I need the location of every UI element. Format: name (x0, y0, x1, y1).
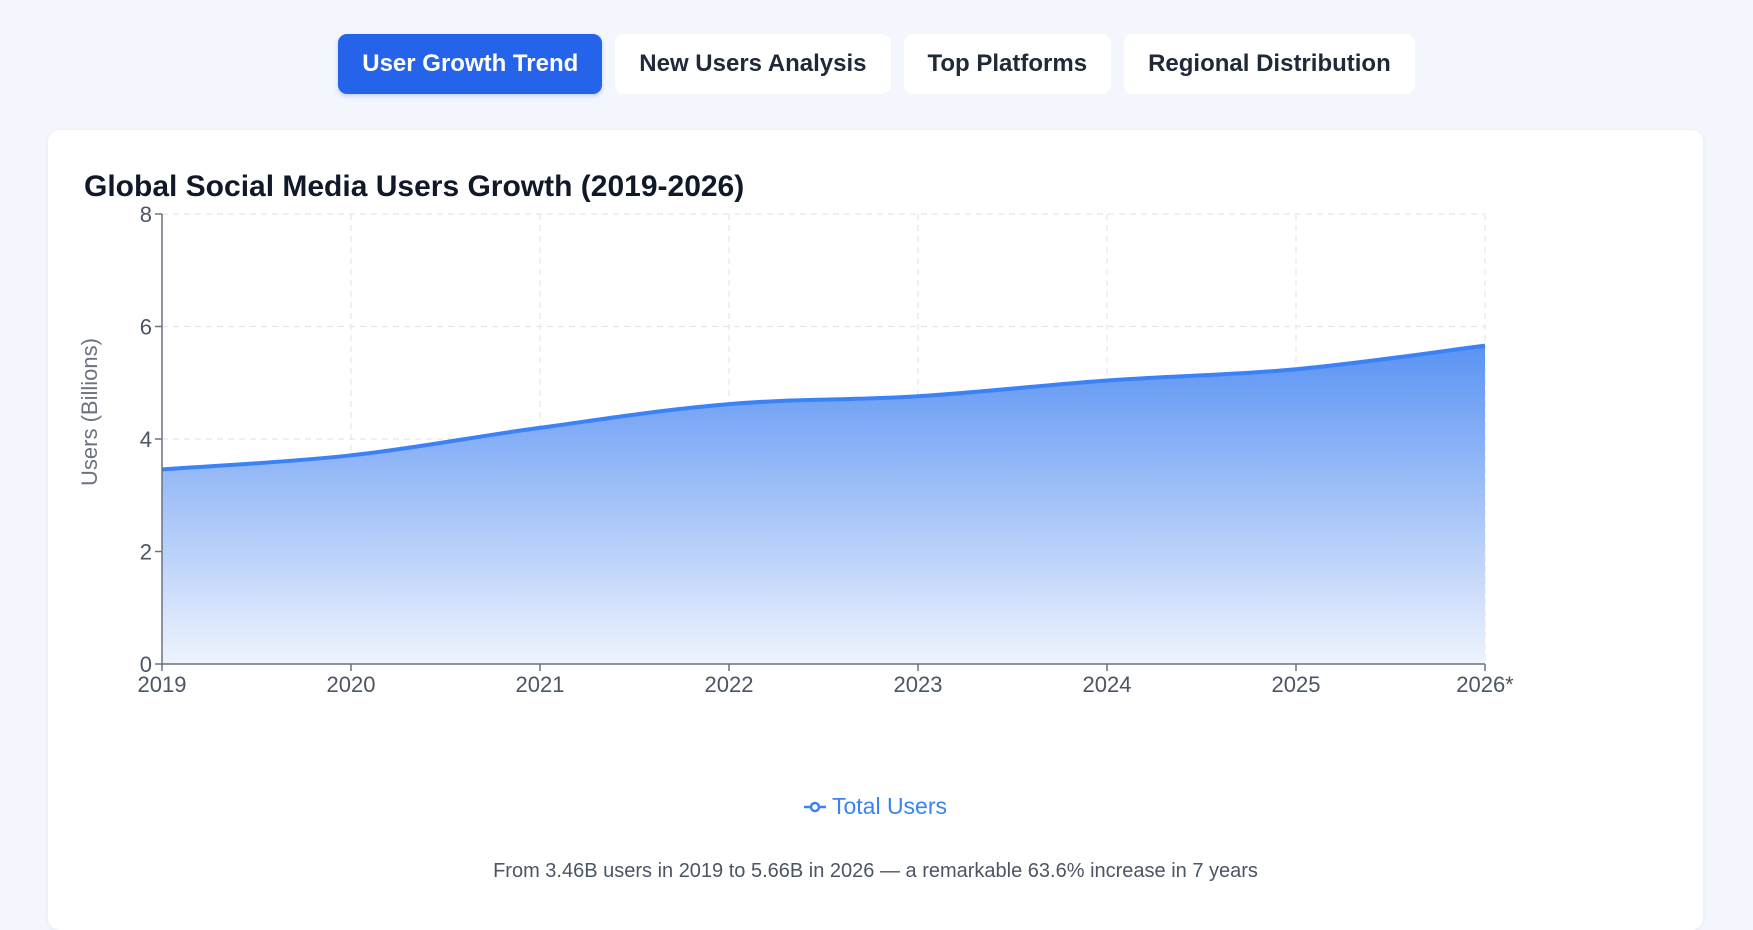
tab-top-platforms[interactable]: Top Platforms (903, 34, 1112, 94)
x-tick-label: 2019 (138, 672, 187, 697)
x-tick-label: 2023 (894, 672, 943, 697)
tab-user-growth-trend[interactable]: User Growth Trend (338, 34, 603, 94)
x-tick-label: 2020 (327, 672, 376, 697)
tick-labels: 0 2 4 6 8 2019 2020 2021 2022 2023 2024 2025 2026* (138, 202, 1515, 697)
y-tick-label: 6 (140, 315, 152, 340)
legend-line-icon (803, 801, 826, 812)
y-tick-label: 4 (140, 427, 152, 452)
chart-card: Global Social Media Users Growth (2019-2… (48, 130, 1703, 930)
chart-tabs: User Growth Trend New Users Analysis Top… (0, 34, 1753, 94)
area-chart: 0 2 4 6 8 2019 2020 2021 2022 2023 2024 2025 2026* U… (77, 202, 1515, 697)
x-tick-label: 2022 (705, 672, 754, 697)
legend-label-total-users: Total Users (831, 793, 948, 819)
x-tick-label: 2026* (1456, 672, 1514, 697)
x-tick-label: 2025 (1272, 672, 1321, 697)
x-tick-label: 2021 (516, 672, 565, 697)
area-fill (162, 345, 1485, 664)
x-tick-label: 2024 (1083, 672, 1132, 697)
y-tick-label: 8 (140, 202, 152, 227)
axes (155, 213, 1486, 671)
y-tick-label: 2 (140, 540, 152, 565)
chart-title: Global Social Media Users Growth (2019-2… (84, 170, 745, 203)
series-line-total-users (161, 343, 1486, 472)
legend[interactable]: Total Users (48, 793, 1703, 820)
tab-regional-distribution[interactable]: Regional Distribution (1124, 34, 1415, 94)
tab-new-users-analysis[interactable]: New Users Analysis (615, 34, 891, 94)
chart-footnote: From 3.46B users in 2019 to 5.66B in 202… (493, 860, 1258, 882)
y-tick-label: 0 (140, 652, 152, 677)
y-axis-title: Users (Billions) (77, 338, 102, 486)
